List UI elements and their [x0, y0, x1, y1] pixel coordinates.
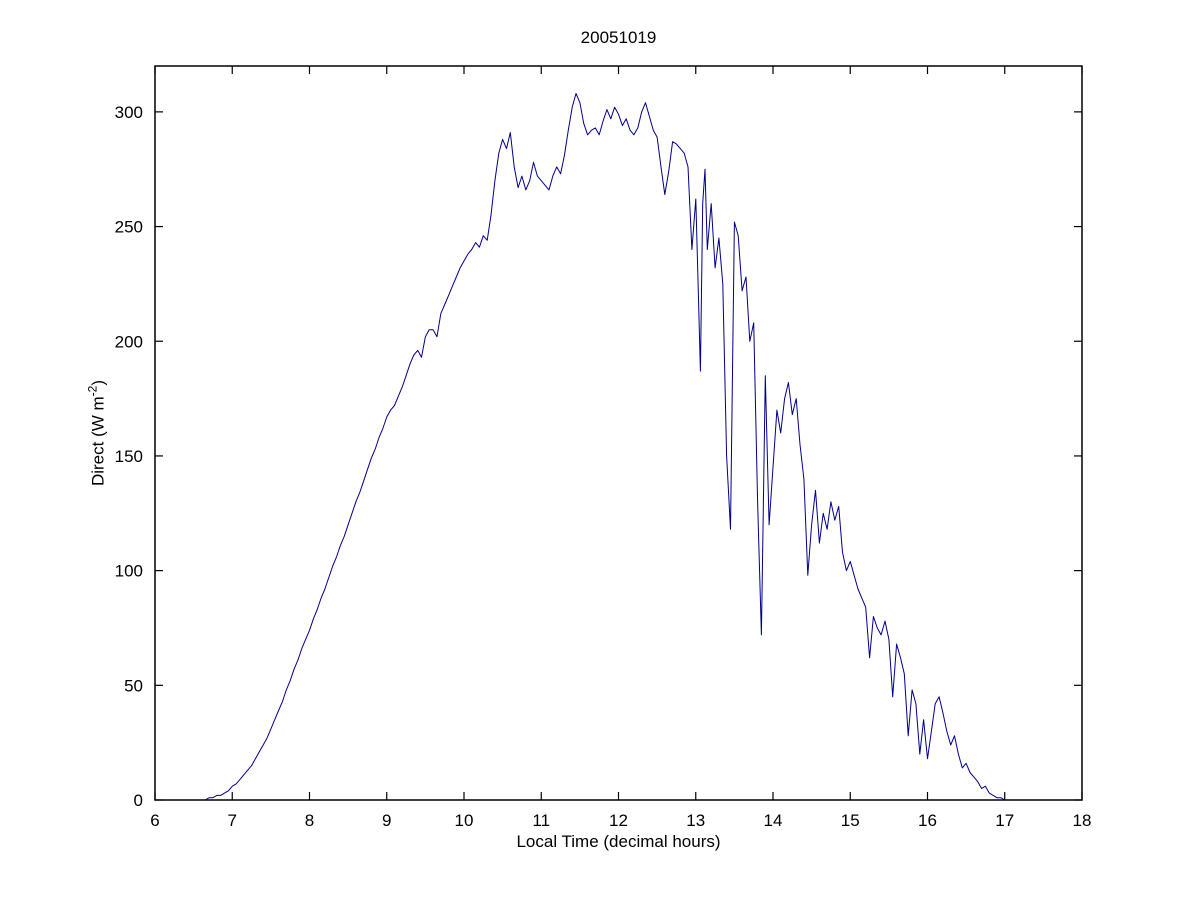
x-tick-label: 10 — [455, 811, 474, 830]
x-tick-label: 13 — [686, 811, 705, 830]
y-tick-label: 200 — [115, 332, 143, 351]
axis-box — [154, 65, 1083, 801]
x-tick-label: 16 — [918, 811, 937, 830]
x-tick-label: 7 — [228, 811, 237, 830]
y-axis-label-prefix: Direct (W m — [88, 396, 108, 487]
y-axis-label: Direct (W m-2) — [86, 380, 109, 486]
x-tick-label: 9 — [382, 811, 391, 830]
y-axis-label-suffix: ) — [88, 379, 108, 386]
x-tick-label: 14 — [764, 811, 783, 830]
y-tick-label: 50 — [124, 676, 143, 695]
x-axis-label: Local Time (decimal hours) — [516, 832, 721, 851]
chart-title: 20051019 — [580, 28, 657, 47]
x-tick-label: 6 — [150, 811, 159, 830]
y-tick-label: 250 — [115, 218, 143, 237]
x-tick-label: 18 — [1073, 811, 1092, 830]
y-axis-label-superscript: -2 — [85, 385, 100, 397]
y-tick-label: 150 — [115, 447, 143, 466]
y-tick-label: 300 — [115, 103, 143, 122]
x-tick-label: 8 — [305, 811, 314, 830]
x-tick-label: 17 — [995, 811, 1014, 830]
y-tick-label: 100 — [115, 562, 143, 581]
x-tick-label: 11 — [532, 811, 550, 830]
y-tick-label: 0 — [134, 791, 143, 810]
x-tick-label: 12 — [609, 811, 628, 830]
x-tick-label: 15 — [841, 811, 860, 830]
data-series-line — [201, 93, 1013, 801]
